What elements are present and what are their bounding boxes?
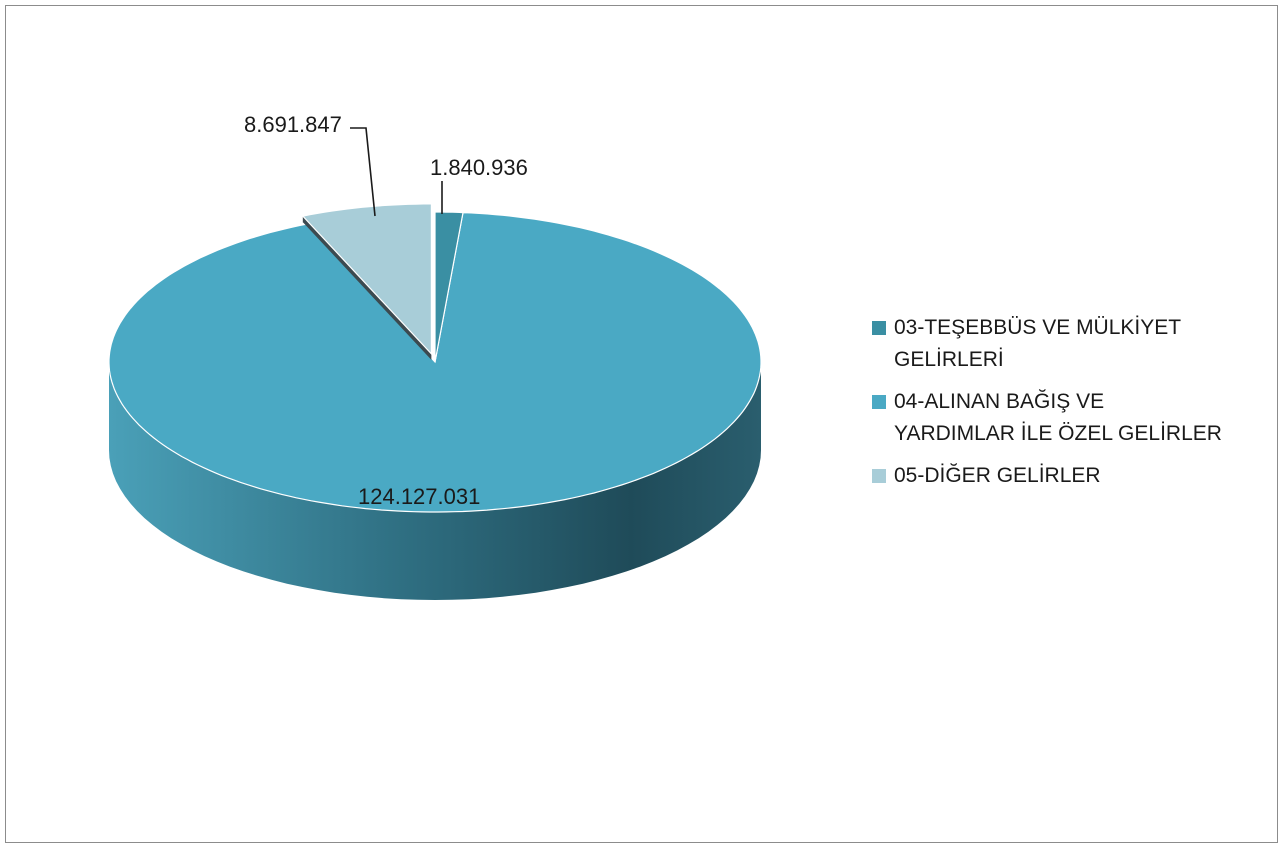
legend-swatch-03 [872, 321, 886, 335]
legend-item-03: 03-TEŞEBBÜS VE MÜLKİYET GELİRLERİ [872, 312, 1284, 376]
slice-05-top [301, 203, 432, 356]
slice-05-edge-0 [302, 216, 432, 360]
legend-swatch-05 [872, 469, 886, 483]
slice-03-top [434, 211, 464, 363]
legend-swatch-04 [872, 395, 886, 409]
legend-label-03: 03-TEŞEBBÜS VE MÜLKİYET GELİRLERİ [894, 316, 1181, 371]
slice-05 [301, 203, 432, 360]
legend-label-05: 05-DİĞER GELİRLER [894, 464, 1101, 487]
slice-label-04: 124.127.031 [358, 484, 480, 509]
slice-03 [434, 211, 464, 363]
legend-item-04: 04-ALINAN BAĞIŞ VE YARDIMLAR İLE ÖZEL GE… [872, 386, 1284, 450]
slice-04 [108, 211, 762, 600]
legend-label-04: 04-ALINAN BAĞIŞ VE YARDIMLAR İLE ÖZEL GE… [894, 390, 1222, 445]
legend-item-05: 05-DİĞER GELİRLER [872, 460, 1284, 492]
leader-line-05 [350, 127, 376, 217]
slice-04-side [109, 362, 761, 600]
slice-label-03: 1.840.936 [430, 155, 528, 180]
slice-04-top [108, 211, 762, 513]
legend: 03-TEŞEBBÜS VE MÜLKİYET GELİRLERİ 04-ALI… [872, 312, 1284, 502]
slice-label-05: 8.691.847 [244, 112, 342, 137]
